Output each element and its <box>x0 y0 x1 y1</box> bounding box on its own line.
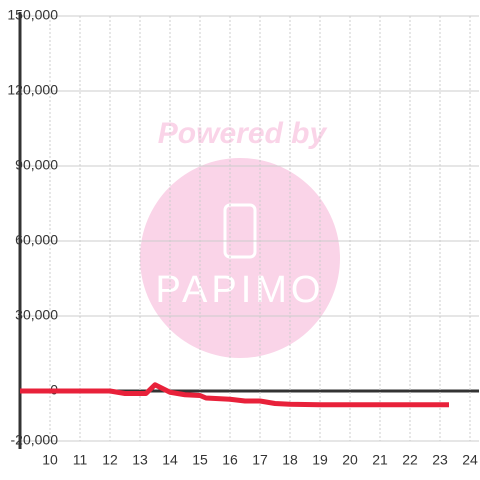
x-tick-label: 20 <box>342 452 358 468</box>
watermark-title: Powered by <box>158 117 328 150</box>
x-tick-label: 16 <box>222 452 238 468</box>
x-tick-label: 19 <box>312 452 328 468</box>
x-tick-label: 13 <box>132 452 148 468</box>
x-tick-label: 11 <box>73 452 88 468</box>
x-tick-label: 15 <box>192 452 208 468</box>
x-tick-label: 18 <box>282 452 298 468</box>
y-tick-label: 30,000 <box>15 307 58 323</box>
x-tick-label: 14 <box>162 452 178 468</box>
x-tick-label: 17 <box>252 452 268 468</box>
x-tick-label: 12 <box>102 452 118 468</box>
watermark-icon <box>223 203 257 259</box>
x-tick-label: 21 <box>372 452 388 468</box>
watermark-brand: PAPIMO <box>156 269 325 311</box>
y-tick-label: -20,000 <box>11 432 59 448</box>
x-tick-label: 22 <box>402 452 418 468</box>
x-tick-label: 10 <box>42 452 58 468</box>
series-line <box>20 382 449 408</box>
y-tick-label: 90,000 <box>15 157 58 173</box>
y-tick-label: 60,000 <box>15 232 58 248</box>
y-tick-label: 120,000 <box>7 82 58 98</box>
x-tick-label: 23 <box>432 452 448 468</box>
x-tick-label: 24 <box>462 452 478 468</box>
y-tick-label: 150,000 <box>7 7 58 23</box>
